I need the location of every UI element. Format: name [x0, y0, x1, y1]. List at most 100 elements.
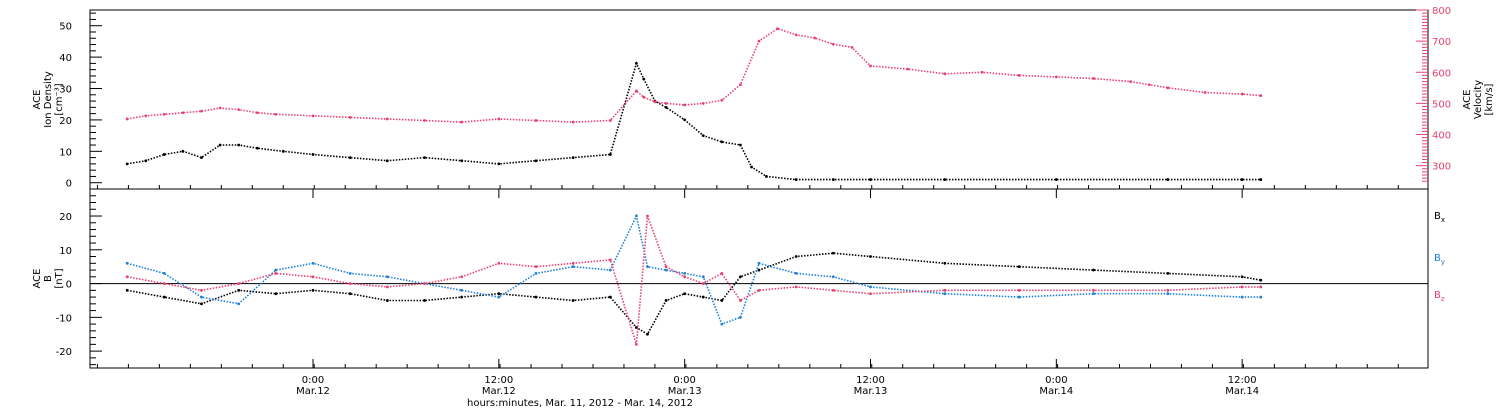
- data-point: [850, 45, 854, 49]
- field-axis-label-line: [nT]: [54, 268, 65, 288]
- data-point: [701, 101, 705, 105]
- velocity-tick-label: 700: [1432, 37, 1451, 48]
- data-point: [162, 153, 166, 156]
- data-point: [1166, 272, 1170, 275]
- data-point: [497, 117, 501, 121]
- data-point: [757, 288, 761, 292]
- data-point: [497, 292, 501, 296]
- data-point: [794, 178, 798, 181]
- data-point: [534, 159, 538, 163]
- velocity-tick-label: 800: [1432, 6, 1451, 17]
- data-point: [765, 175, 768, 178]
- density-tick-label: 50: [59, 22, 72, 33]
- data-point: [534, 119, 538, 122]
- time-axis: 0:00Mar.1212:00Mar.120:00Mar.1312:00Mar.…: [96, 185, 1399, 409]
- data-point: [200, 156, 203, 159]
- data-point: [831, 288, 835, 292]
- data-point: [739, 83, 742, 87]
- date-tick-label: Mar.12: [296, 386, 330, 397]
- data-point: [664, 101, 668, 105]
- data-point: [200, 295, 203, 299]
- data-point: [869, 178, 872, 181]
- data-point: [1054, 178, 1058, 181]
- data-point: [218, 106, 222, 110]
- data-point: [943, 178, 947, 181]
- data-point: [943, 261, 947, 265]
- legend-entry: Bx: [1434, 211, 1445, 224]
- velocity-axis-label-line: [km/s]: [1484, 83, 1495, 115]
- data-point: [1092, 288, 1095, 292]
- data-point: [720, 322, 724, 326]
- data-point: [739, 275, 742, 279]
- date-tick-label: Mar.13: [668, 386, 702, 397]
- velocity-tick-label: 400: [1432, 131, 1451, 142]
- series-line: [127, 61, 1261, 181]
- time-tick-label: 0:00: [302, 375, 324, 386]
- data-point: [311, 153, 315, 156]
- velocity-tick-label: 500: [1432, 99, 1451, 110]
- data-point: [634, 89, 638, 93]
- data-point: [943, 292, 947, 296]
- data-point: [1240, 295, 1244, 299]
- data-point: [906, 67, 910, 71]
- data-point: [125, 162, 129, 166]
- data-point: [218, 143, 222, 147]
- data-point: [534, 265, 538, 269]
- series-by: [125, 213, 1263, 326]
- data-point: [608, 119, 612, 122]
- series-density: [125, 61, 1263, 181]
- data-point: [311, 275, 315, 279]
- data-point: [274, 112, 278, 116]
- data-point: [255, 146, 259, 150]
- data-point: [1259, 295, 1263, 299]
- legend-label: B: [1434, 253, 1441, 264]
- data-point: [869, 285, 872, 289]
- data-point: [1092, 268, 1095, 272]
- data-point: [274, 272, 278, 275]
- data-point: [831, 42, 835, 46]
- data-point: [608, 295, 612, 299]
- data-point: [237, 288, 241, 292]
- data-point: [683, 103, 687, 107]
- data-point: [1259, 278, 1263, 282]
- data-point: [1240, 275, 1244, 279]
- data-point: [423, 282, 426, 285]
- data-point: [125, 288, 129, 292]
- data-point: [1166, 292, 1170, 296]
- data-point: [683, 118, 687, 122]
- time-axis-label: hours:minutes, Mar. 11, 2012 - Mar. 14, …: [467, 398, 693, 409]
- data-point: [348, 272, 352, 275]
- bottom-panel-frame: [89, 188, 1429, 369]
- data-point: [144, 159, 148, 163]
- velocity-axis-label-line: ACE: [1462, 90, 1473, 110]
- data-point: [348, 282, 352, 285]
- data-point: [255, 111, 259, 115]
- data-point: [1259, 94, 1263, 98]
- data-point: [348, 116, 352, 119]
- data-point: [181, 111, 185, 115]
- data-point: [634, 61, 638, 65]
- data-point: [571, 299, 575, 302]
- field-axis-label: ACEB[nT]: [32, 268, 65, 288]
- data-point: [162, 282, 166, 285]
- data-point: [739, 299, 742, 302]
- data-point: [794, 285, 798, 289]
- data-point: [664, 265, 668, 269]
- field-tick-label: -10: [56, 313, 72, 324]
- data-point: [608, 268, 612, 272]
- data-point: [460, 159, 464, 163]
- data-point: [162, 272, 166, 275]
- velocity-axis-label: ACEVelocity[km/s]: [1462, 80, 1495, 119]
- velocity-tick-label: 300: [1432, 162, 1451, 173]
- data-point: [739, 315, 742, 319]
- data-point: [739, 143, 742, 147]
- data-point: [311, 261, 315, 265]
- data-point: [200, 288, 203, 292]
- field-tick-label: 10: [59, 246, 72, 257]
- velocity-axis-label-line: Velocity: [1473, 80, 1484, 119]
- data-point: [274, 268, 278, 272]
- legend-label: B: [1434, 211, 1441, 222]
